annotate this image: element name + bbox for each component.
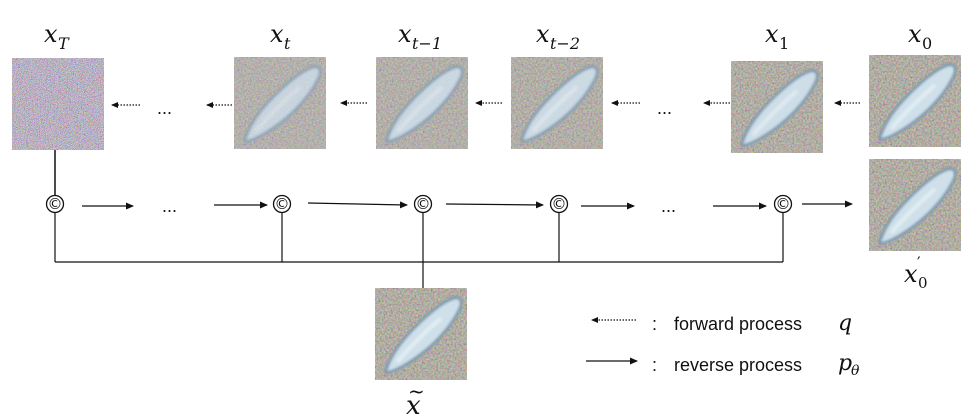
label-xt-minus-1: x t−1 <box>398 20 442 53</box>
legend-forward-symbol: q <box>838 311 852 336</box>
legend-forward: : forward process q <box>591 311 852 336</box>
legend-reverse-symbol: p <box>838 351 852 376</box>
svg-text:x: x <box>908 20 922 48</box>
svg-text:θ: θ <box>851 363 860 379</box>
label-x0-prime: x 0 ′ <box>904 253 928 292</box>
ellipsis-mid-1: ... <box>162 196 177 216</box>
concat-node-5: © <box>773 194 793 214</box>
ellipsis-mid-2: ... <box>661 196 676 216</box>
svg-text::: : <box>652 314 657 334</box>
svg-text:x: x <box>904 260 918 288</box>
label-xt: x t <box>270 20 291 53</box>
svg-text:©: © <box>776 195 791 213</box>
image-x0-prime <box>869 159 961 251</box>
svg-text:x: x <box>536 20 550 48</box>
image-x1 <box>731 61 823 153</box>
image-xt-minus-1 <box>376 57 468 149</box>
svg-text:©: © <box>416 195 431 213</box>
legend-forward-text: forward process <box>674 314 802 334</box>
svg-text:x: x <box>44 20 58 48</box>
svg-text:0: 0 <box>922 34 932 53</box>
condition-bus <box>54 213 784 290</box>
svg-text:x: x <box>765 20 779 48</box>
svg-text:0: 0 <box>918 274 928 292</box>
ellipsis-top-1: ... <box>157 98 172 118</box>
image-xt-minus-2 <box>511 57 603 149</box>
concat-node-3: © <box>413 194 433 214</box>
svg-text:©: © <box>552 195 567 213</box>
label-x-tilde: x ~ <box>406 379 425 420</box>
svg-text:©: © <box>275 195 290 213</box>
image-x-tilde <box>375 288 467 380</box>
ellipsis-top-2: ... <box>657 98 672 118</box>
svg-text:~: ~ <box>408 379 425 403</box>
svg-text:©: © <box>48 195 63 213</box>
image-xT-noise <box>12 58 104 150</box>
legend-reverse-text: reverse process <box>674 355 802 375</box>
svg-text:1: 1 <box>779 34 789 53</box>
svg-text:x: x <box>406 391 421 420</box>
svg-text:t: t <box>284 34 291 53</box>
concat-node-2: © <box>272 194 292 214</box>
svg-text:x: x <box>398 20 412 48</box>
reverse-arrows <box>82 200 853 210</box>
svg-text:′: ′ <box>917 253 921 272</box>
concat-node-4: © <box>549 194 569 214</box>
concat-node-1: © <box>45 194 65 214</box>
forward-arrows <box>111 100 860 108</box>
svg-text:t−2: t−2 <box>550 34 580 53</box>
label-xT: x T <box>44 20 70 53</box>
label-xt-minus-2: x t−2 <box>536 20 580 53</box>
svg-text:T: T <box>58 34 70 53</box>
legend-reverse: : reverse process p θ <box>586 351 860 379</box>
svg-text:x: x <box>270 20 284 48</box>
svg-text:t−1: t−1 <box>412 34 442 53</box>
label-x0: x 0 <box>908 20 932 53</box>
image-x0 <box>869 55 961 147</box>
svg-text::: : <box>652 355 657 375</box>
image-xt <box>234 57 326 149</box>
label-x1: x 1 <box>765 20 789 53</box>
